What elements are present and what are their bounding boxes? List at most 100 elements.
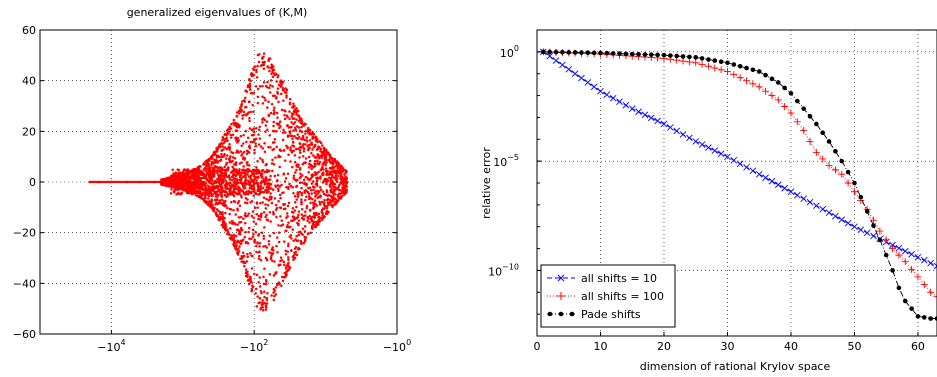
scatter-point bbox=[292, 102, 295, 105]
scatter-point bbox=[265, 179, 268, 183]
scatter-point bbox=[215, 156, 219, 159]
scatter-point bbox=[261, 158, 264, 162]
right-x-tick-label: 40 bbox=[784, 340, 798, 353]
scatter-point bbox=[290, 249, 293, 252]
scatter-point bbox=[274, 293, 278, 296]
marker-x bbox=[851, 223, 858, 231]
scatter-point bbox=[300, 232, 303, 235]
scatter-point bbox=[213, 206, 216, 210]
scatter-point bbox=[216, 177, 219, 181]
marker-x bbox=[819, 205, 827, 213]
scatter-point bbox=[302, 124, 306, 128]
scatter-point bbox=[276, 236, 279, 239]
scatter-point bbox=[326, 201, 330, 205]
marker-plus bbox=[882, 236, 890, 244]
scatter-point bbox=[235, 241, 239, 244]
scatter-point bbox=[289, 234, 293, 237]
scatter-point bbox=[308, 139, 312, 142]
scatter-point bbox=[262, 196, 266, 199]
scatter-point bbox=[339, 172, 342, 175]
scatter-point bbox=[257, 234, 260, 237]
scatter-point bbox=[274, 156, 277, 159]
left-y-tick-label: 0 bbox=[29, 176, 36, 189]
scatter-point bbox=[272, 210, 275, 214]
scatter-point bbox=[173, 173, 177, 177]
scatter-point bbox=[258, 250, 261, 253]
marker-plus bbox=[685, 58, 693, 66]
marker-plus bbox=[755, 83, 763, 91]
marker-dot bbox=[712, 58, 718, 63]
scatter-point bbox=[312, 220, 316, 223]
scatter-point bbox=[335, 200, 339, 204]
scatter-point bbox=[257, 143, 261, 146]
scatter-point bbox=[276, 76, 279, 79]
scatter-point bbox=[248, 119, 251, 123]
scatter-point bbox=[296, 191, 300, 194]
scatter-point bbox=[265, 120, 269, 123]
scatter-point bbox=[292, 211, 295, 214]
scatter-point bbox=[341, 186, 344, 189]
scatter-point bbox=[246, 242, 250, 245]
scatter-point bbox=[281, 131, 285, 134]
scatter-point bbox=[214, 185, 218, 188]
scatter-point bbox=[243, 264, 246, 268]
scatter-point bbox=[311, 215, 314, 219]
scatter-point bbox=[293, 109, 296, 113]
scatter-point bbox=[182, 189, 185, 192]
scatter-point bbox=[237, 200, 241, 203]
scatter-point bbox=[300, 121, 304, 125]
scatter-point bbox=[256, 295, 259, 298]
right-y-tick-label: 100 bbox=[500, 44, 519, 60]
scatter-point bbox=[283, 117, 287, 121]
marker-dot bbox=[547, 49, 552, 55]
scatter-point bbox=[218, 183, 222, 187]
scatter-point bbox=[218, 185, 222, 188]
scatter-point bbox=[332, 170, 336, 174]
scatter-point bbox=[256, 53, 260, 57]
marker-x bbox=[603, 91, 611, 99]
scatter-point bbox=[312, 180, 315, 183]
scatter-point bbox=[258, 276, 261, 279]
scatter-point bbox=[233, 163, 236, 166]
scatter-point bbox=[315, 172, 319, 176]
scatter-point bbox=[293, 194, 297, 198]
scatter-point bbox=[246, 170, 250, 174]
scatter-point bbox=[251, 210, 255, 213]
scatter-point bbox=[307, 162, 311, 166]
scatter-point bbox=[341, 176, 344, 180]
marker-dot bbox=[750, 67, 756, 73]
scatter-point bbox=[194, 183, 197, 187]
scatter-point bbox=[263, 295, 266, 299]
scatter-point bbox=[207, 190, 210, 194]
scatter-point bbox=[173, 187, 177, 190]
scatter-point bbox=[326, 169, 329, 173]
scatter-point bbox=[191, 168, 195, 172]
scatter-point bbox=[275, 206, 279, 210]
scatter-point bbox=[259, 145, 263, 148]
scatter-point bbox=[278, 282, 281, 286]
scatter-point bbox=[306, 140, 309, 143]
scatter-point bbox=[305, 195, 308, 198]
scatter-point bbox=[252, 169, 256, 173]
scatter-point bbox=[329, 190, 333, 194]
scatter-point bbox=[312, 146, 315, 149]
marker-x bbox=[832, 212, 839, 220]
scatter-point bbox=[250, 289, 254, 293]
scatter-point bbox=[284, 131, 287, 134]
scatter-point bbox=[227, 175, 231, 178]
scatter-point bbox=[293, 178, 297, 181]
scatter-point bbox=[295, 239, 299, 242]
scatter-point bbox=[338, 166, 342, 170]
scatter-point bbox=[267, 100, 270, 104]
scatter-point bbox=[300, 208, 304, 211]
scatter-point bbox=[313, 214, 317, 218]
scatter-point bbox=[300, 241, 303, 244]
series-0 bbox=[540, 48, 937, 270]
marker-x bbox=[863, 229, 871, 237]
scatter-point bbox=[220, 194, 224, 198]
scatter-point bbox=[298, 156, 301, 159]
scatter-point bbox=[283, 89, 286, 93]
scatter-point bbox=[311, 185, 315, 189]
scatter-point bbox=[259, 157, 262, 160]
scatter-point bbox=[176, 187, 180, 190]
